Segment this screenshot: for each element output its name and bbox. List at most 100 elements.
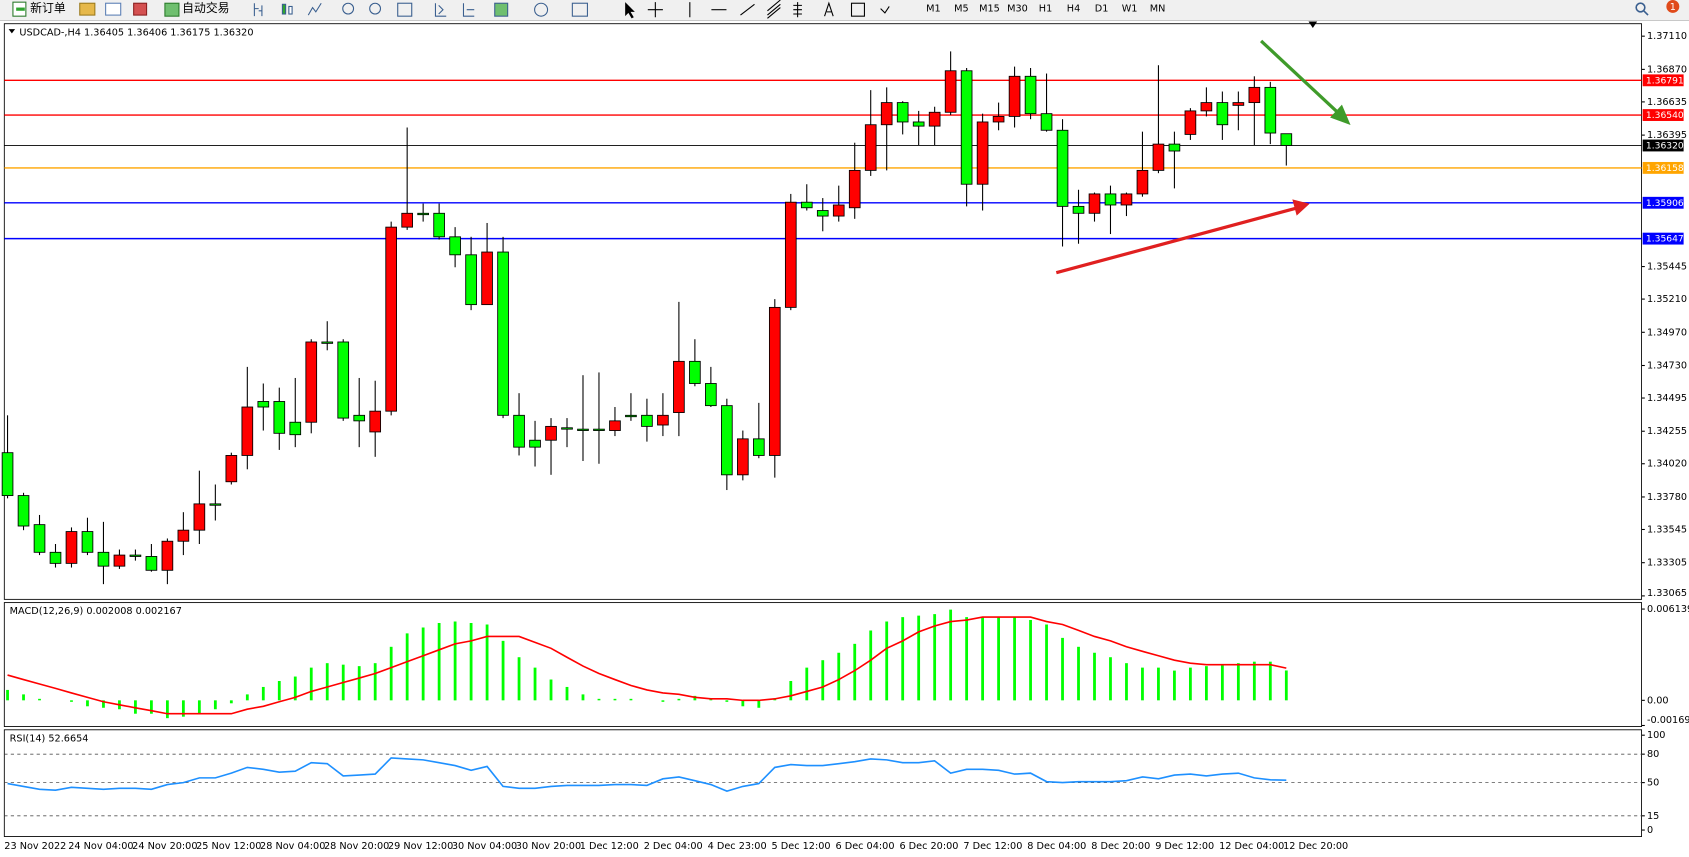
timeframe-button[interactable]: M1 [926,4,941,15]
price-level-label: 1.35906 [1646,198,1684,209]
candle-body [449,236,461,256]
timeframe-button[interactable]: M15 [979,4,1000,15]
line-chart-button[interactable] [307,2,322,16]
timeframe-button[interactable]: M5 [954,4,969,15]
candle-body [992,115,1005,123]
cursor-button[interactable] [625,2,635,19]
candle-body [1200,102,1213,112]
channel-button[interactable] [767,0,781,19]
candle-button[interactable] [281,3,287,15]
periods-button[interactable] [534,2,549,17]
tile-button[interactable] [397,2,413,17]
candle-body [273,401,286,434]
candle-body [1,452,14,497]
price-level-tag [1642,161,1684,174]
timeframe-button[interactable]: H1 [1039,4,1052,15]
icon-button[interactable] [79,2,96,16]
y-tick-label: 1.33305 [1647,558,1687,569]
timeframe-button[interactable]: W1 [1122,4,1138,15]
candle-body [593,428,605,431]
x-tick-label: 28 Nov 04:00 [260,841,325,852]
candle-body [321,341,334,344]
candle-body [1120,193,1133,206]
y-tick-label: 1.34495 [1647,393,1687,404]
candle-body [784,201,797,308]
price-level-tag [1642,196,1684,209]
up-arrowhead [1292,199,1310,216]
zoom-in-button[interactable] [342,2,355,15]
tool-icons [253,0,890,19]
icon [16,7,25,11]
price-level-tag [1642,74,1684,87]
y-tick-label: 15 [1647,811,1659,822]
y-tick-label: 100 [1647,730,1665,741]
candle-body [753,438,765,456]
candle-button[interactable] [288,5,293,15]
text-button[interactable] [824,1,834,17]
y-tick-label: 1.35210 [1647,294,1687,305]
candle-body [113,554,126,567]
timeframe-button[interactable]: MN [1150,4,1166,15]
y-tick-label: 80 [1647,749,1659,760]
y-tick-label: 1.36870 [1647,64,1687,75]
candle-body [577,428,589,431]
templates-button[interactable] [571,2,588,17]
label-button[interactable] [850,2,865,17]
shift-marker [1308,21,1318,29]
search-button[interactable] [1635,2,1646,13]
indicators-button[interactable] [494,2,509,17]
auto-trading-button[interactable]: 自动交易 [164,1,230,17]
timeframe-button[interactable]: H4 [1067,4,1080,15]
crosshair-button[interactable] [647,2,663,18]
zoom-out-button[interactable] [369,2,382,15]
candle-body [545,425,557,441]
candle-body [177,529,190,542]
x-tick-label: 8 Dec 04:00 [1027,841,1086,852]
candle-body [1216,102,1229,126]
candle-body [721,405,733,476]
trendline-button[interactable] [740,3,755,16]
icon-button[interactable] [105,2,122,16]
new-order-button[interactable]: 新订单 [12,1,66,17]
y-tick-label: 1.33545 [1647,524,1687,535]
x-tick-label: 5 Dec 12:00 [772,841,831,852]
x-tick-label: 30 Nov 20:00 [516,841,581,852]
chart-area: 1.37110 1.36870 1.36635 1.36395 1.35445 1.352… [1,23,1689,852]
icon [164,2,180,17]
notification-badge[interactable] [1666,0,1680,13]
candle-body [417,212,429,216]
up-arrow [1055,206,1298,275]
down-arrowhead [1330,104,1351,126]
candle-body [209,503,222,506]
candle-body [657,414,669,426]
candle-body [896,102,909,123]
candle-body [689,360,701,384]
toolbar: 新订单 自动交易 [0,0,1689,22]
timeframe-button[interactable]: M30 [1007,4,1028,15]
down-arrow [1259,39,1342,117]
y-tick-label: -0.001692 [1647,715,1689,726]
x-tick-label: 12 Dec 04:00 [1219,841,1284,852]
x-tick-label: 7 Dec 12:00 [963,841,1022,852]
candle-body [848,169,861,209]
price-level-tag [1642,232,1684,245]
x-tick-label: 1 Dec 12:00 [580,841,639,852]
candle-body [864,124,877,171]
candle-body [561,427,573,430]
icon-button[interactable] [133,2,148,16]
button-label: 新订单 [30,1,66,15]
arrows-button[interactable] [880,6,890,14]
candle-body [385,226,397,412]
candle-body [481,251,493,306]
candle-body [1040,113,1053,131]
x-tick-label: 29 Nov 12:00 [388,841,453,852]
fibo-button[interactable] [793,2,802,18]
autoscroll-button[interactable] [434,3,447,17]
timeframe-button[interactable]: D1 [1095,4,1109,15]
candle-body [257,401,270,408]
candle-body [401,212,413,228]
shift-button[interactable] [462,3,475,17]
candle-body [97,551,110,567]
bar-chart-button[interactable] [253,3,263,17]
